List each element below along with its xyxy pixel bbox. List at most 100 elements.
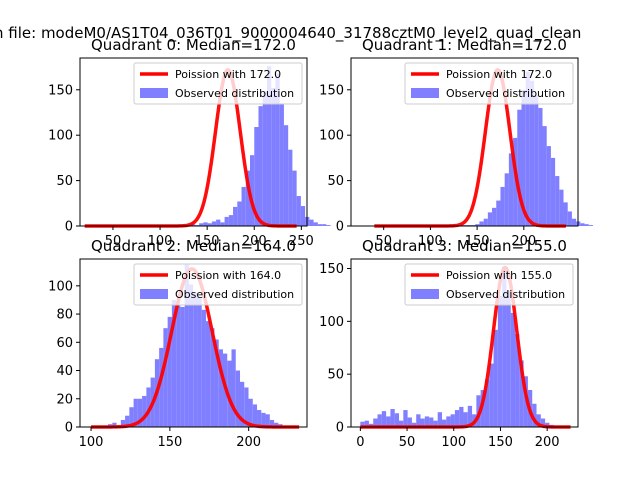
histogram-bar [214, 339, 219, 427]
histogram-bar [540, 418, 546, 427]
histogram-bar [176, 305, 181, 427]
histogram-bar [403, 410, 408, 427]
histogram-bar [492, 207, 497, 226]
legend-hist-label: Observed distribution [175, 288, 294, 301]
legend-hist-swatch [411, 289, 439, 299]
x-tick-label: 150 [488, 435, 513, 450]
histogram-bar [129, 407, 134, 427]
histogram-bar [237, 201, 242, 226]
x-tick-label: 200 [535, 435, 560, 450]
histogram-bar [210, 328, 215, 427]
legend-1: Poission with 172.0 Observed distribution [404, 62, 574, 105]
histogram-bar [580, 223, 585, 226]
histogram-bar [274, 422, 279, 427]
axes-frame-0 [79, 57, 308, 227]
histogram-bar [271, 87, 276, 227]
histogram-bar [188, 284, 194, 427]
histogram-bar [211, 221, 217, 226]
histogram-bar [497, 295, 503, 427]
histogram-bar [545, 422, 550, 427]
x-tick-label: 200 [236, 435, 261, 450]
histogram-bar [500, 186, 505, 226]
y-tick-label: 0 [336, 220, 344, 235]
histogram-bar [377, 414, 382, 427]
histogram-bar [538, 107, 543, 226]
histogram-bar [137, 398, 143, 427]
histogram-bar [411, 422, 417, 427]
histogram-bar [493, 329, 498, 427]
legend-hist-swatch [140, 88, 168, 98]
histogram-bar [288, 149, 293, 226]
x-tick-label: 100 [79, 435, 104, 450]
histogram-bar [125, 415, 130, 427]
y-tick-label: 0 [336, 421, 344, 436]
x-tick-label: 100 [148, 234, 173, 249]
histogram-bar [252, 404, 258, 427]
histogram-bar [233, 206, 238, 226]
axes-frame-1 [350, 57, 579, 227]
histogram-bar [373, 418, 378, 427]
legend-0: Poission with 172.0 Observed distribution [133, 62, 303, 105]
x-tick-label: 50 [375, 234, 392, 249]
histogram-bar [484, 379, 490, 427]
histogram-bar [364, 420, 369, 427]
histogram-bar [441, 419, 447, 427]
histogram-bar [571, 218, 577, 226]
histogram-bar [142, 395, 147, 427]
histogram-bar [394, 413, 400, 427]
y-tick-label: 80 [56, 308, 73, 323]
histogram-bar [317, 224, 323, 226]
histogram-bar [399, 420, 404, 427]
histogram-bar [420, 418, 425, 427]
histogram-bar [489, 363, 494, 427]
histogram-bar [446, 416, 451, 427]
x-tick-label: 150 [195, 234, 220, 249]
histogram-bar [228, 215, 234, 226]
x-tick-label: 250 [289, 234, 314, 249]
histogram-bar [265, 414, 270, 427]
x-tick-label: 150 [465, 234, 490, 249]
histogram-bar [525, 71, 530, 227]
histogram-bar [266, 66, 272, 226]
axes-frame-3 [350, 258, 579, 428]
subplot-title-3: Quadrant 3: Median=155.0 [362, 237, 567, 255]
histogram-bar [536, 414, 541, 427]
histogram-bar [529, 80, 535, 227]
histogram-bar [563, 202, 568, 226]
histogram-bar [254, 127, 259, 226]
histogram-bar [483, 218, 488, 226]
histogram-bar [313, 222, 318, 226]
histogram-bar [407, 417, 412, 427]
axes-frame-2 [79, 258, 308, 428]
histogram-bars-1 [462, 71, 593, 227]
y-tick-label: 100 [48, 129, 73, 144]
histogram-bar [197, 297, 202, 427]
y-tick-label: 100 [319, 129, 344, 144]
histogram-bar [487, 212, 493, 226]
legend-box [133, 263, 303, 306]
histogram-bar [496, 200, 501, 226]
histogram-bar [437, 412, 442, 427]
histogram-bar [459, 406, 464, 427]
histogram-bar [309, 219, 314, 226]
histogram-bar [133, 398, 138, 427]
x-tick-label: 0 [356, 435, 364, 450]
histogram-bar [241, 186, 246, 226]
histogram-bar [542, 126, 547, 226]
histogram-bar [584, 224, 589, 226]
histogram-bar [224, 216, 229, 226]
histogram-bar [322, 224, 327, 226]
histogram-bar [502, 266, 507, 427]
subplot-title-1: Quadrant 1: Median=172.0 [362, 36, 567, 54]
histogram-bar [513, 137, 518, 226]
x-tick-label: 50 [399, 435, 416, 450]
y-tick-label: 50 [327, 174, 344, 189]
histogram-bar [250, 155, 255, 226]
histogram-bar [515, 334, 520, 427]
histogram-bar [146, 387, 151, 427]
histogram-bar [248, 398, 253, 427]
histogram-bar [163, 328, 168, 427]
histogram-bar [534, 95, 539, 227]
histogram-bar [216, 219, 221, 226]
